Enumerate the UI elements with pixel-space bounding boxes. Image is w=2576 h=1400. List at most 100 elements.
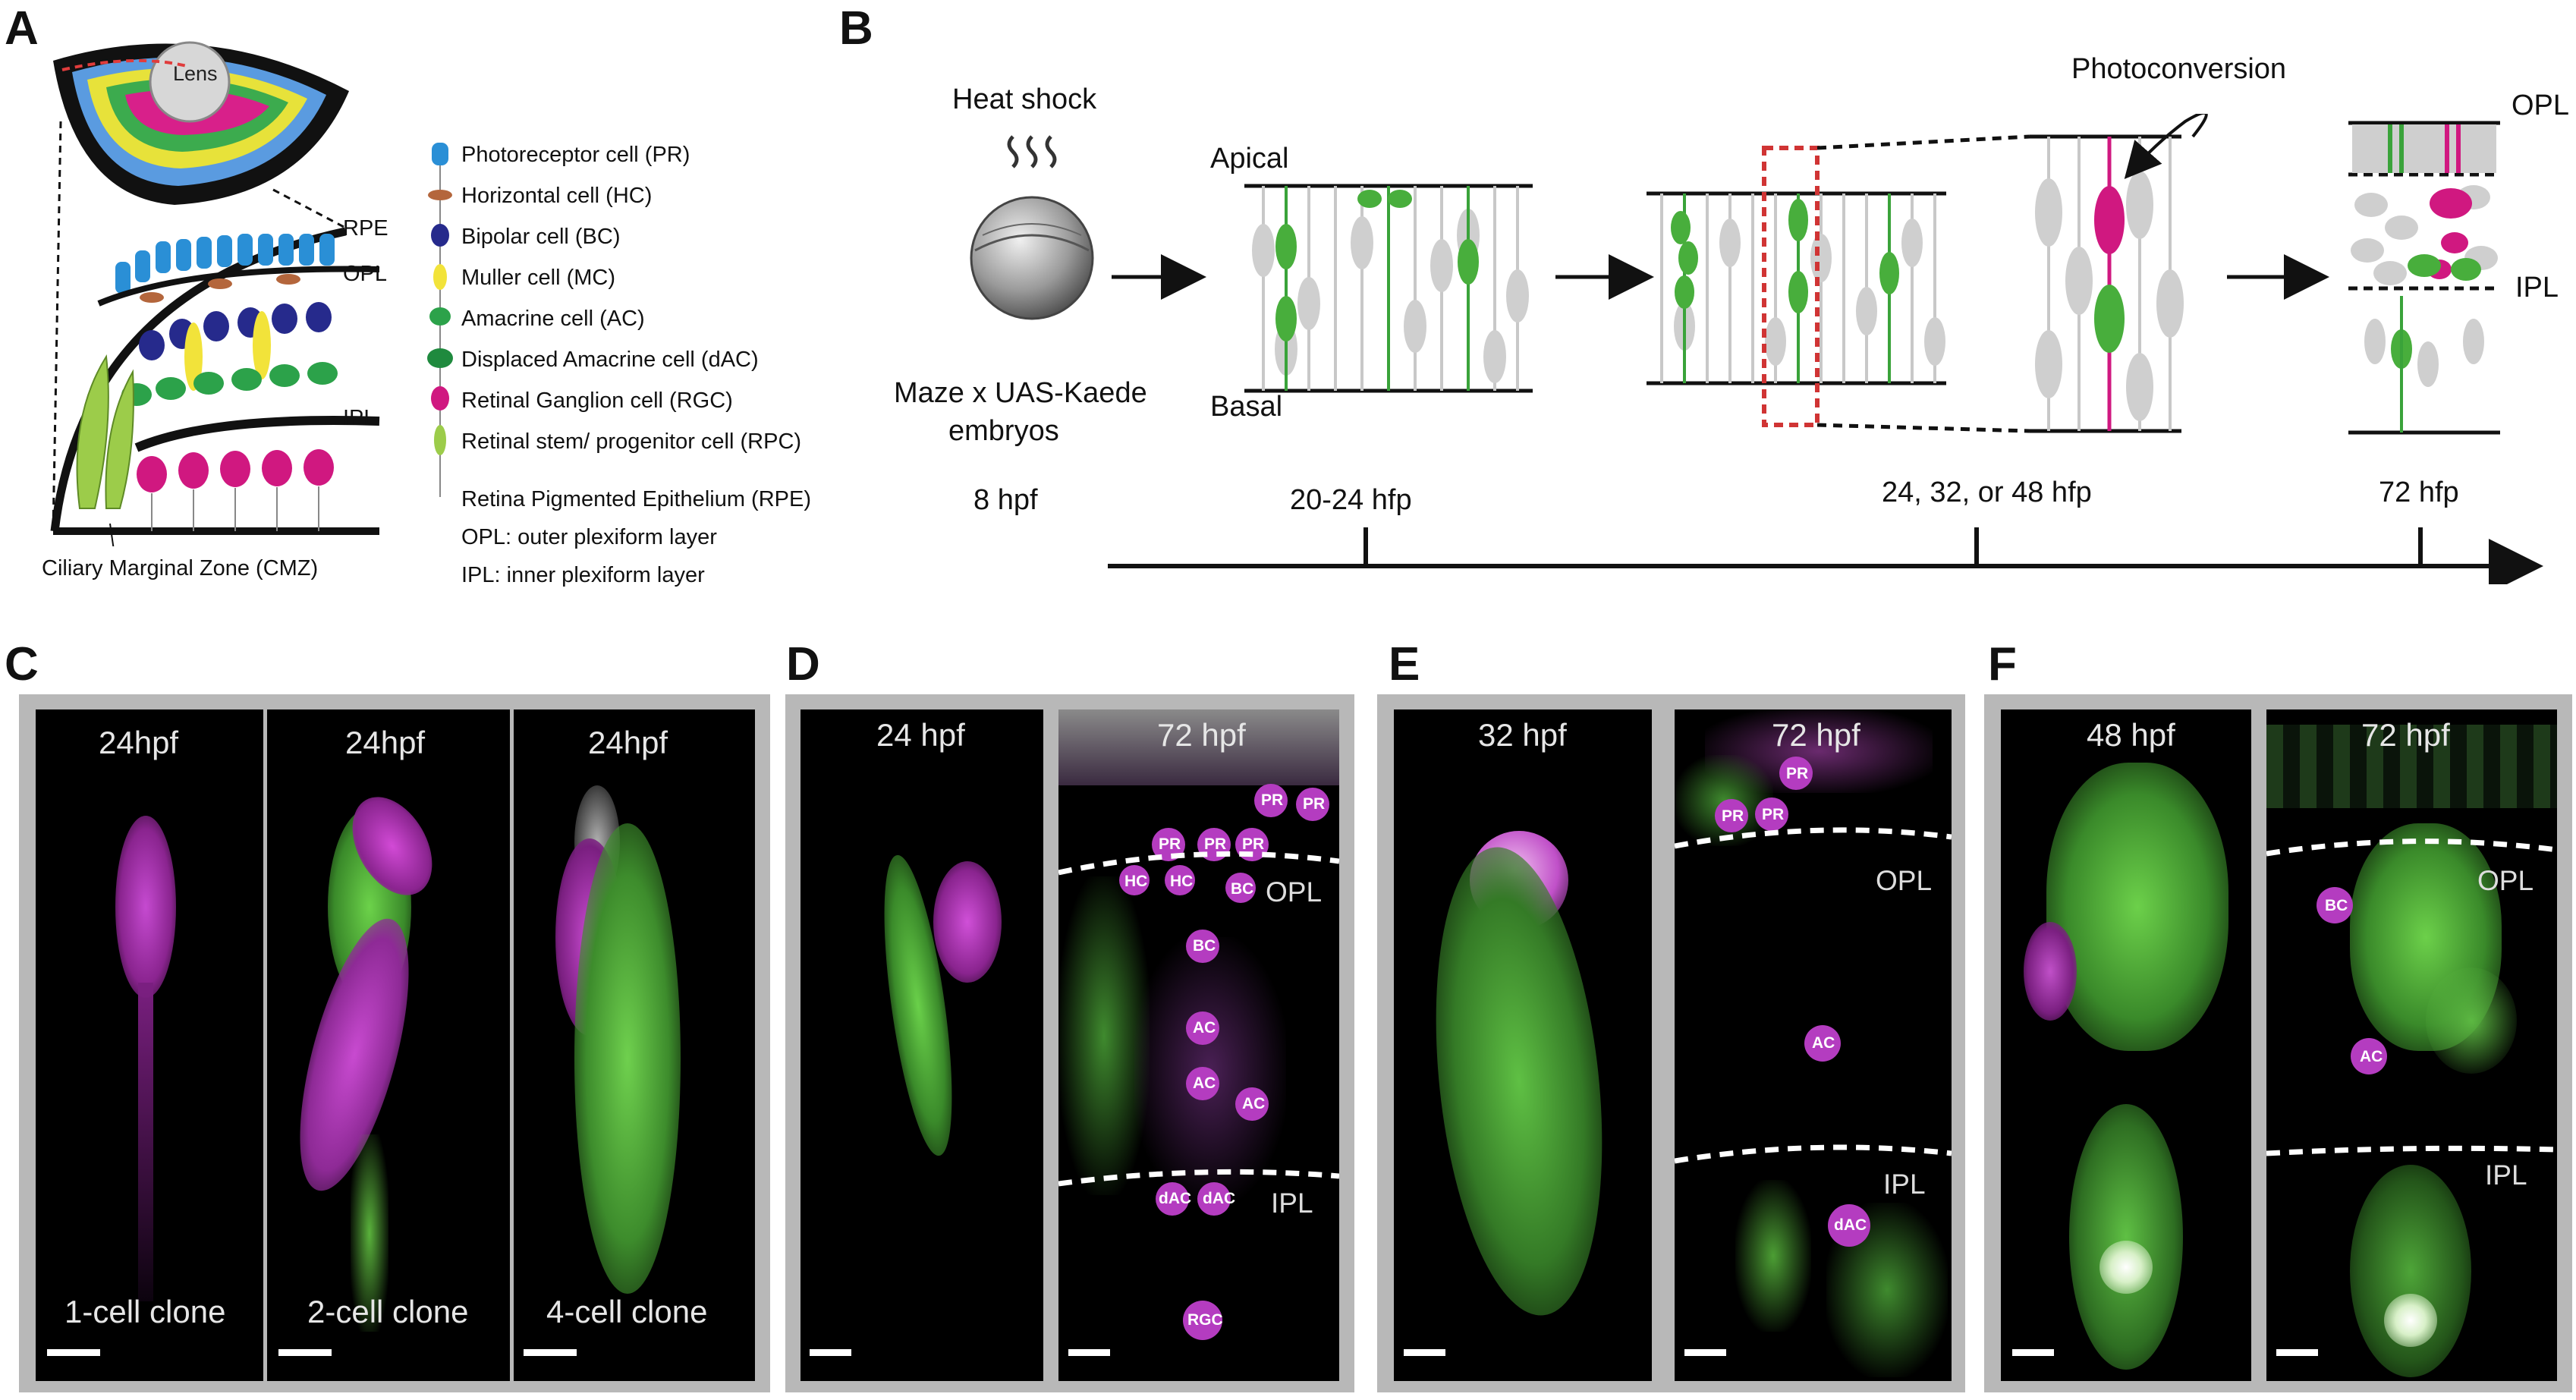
panel-d-cell-hc-1: HC xyxy=(1124,873,1148,890)
legend-item-mc: Muller cell (MC) xyxy=(461,266,615,290)
panel-c-clone-1: 1-cell clone xyxy=(64,1294,226,1329)
panel-f-ipl: IPL xyxy=(2485,1159,2527,1191)
panel-f-cell-bc: BC xyxy=(2325,897,2348,914)
panel-d-time-2: 72 hpf xyxy=(1157,717,1246,753)
embryo-illustration xyxy=(970,135,1094,320)
timeline-20-24: 20-24 hfp xyxy=(1290,484,1412,516)
panel-e-image-2 xyxy=(1675,709,1952,1381)
panel-d-time-1: 24 hpf xyxy=(876,717,965,753)
panel-f-time-1: 48 hpf xyxy=(2087,717,2175,753)
legend-item-dac: Displaced Amacrine cell (dAC) xyxy=(461,348,759,372)
rpe-label: RPE xyxy=(343,216,388,241)
panel-c-scalebar-1 xyxy=(47,1349,100,1356)
panel-e-image-1 xyxy=(1394,709,1652,1381)
retina-schematic xyxy=(50,41,380,546)
panel-f-opl: OPL xyxy=(2477,865,2534,896)
panel-d-cell-pr-3: PR xyxy=(1242,835,1265,853)
note-ipl: IPL: inner plexiform layer xyxy=(461,563,705,587)
panel-d-cell-rgc: RGC xyxy=(1187,1311,1223,1329)
panel-e-cell-ac: AC xyxy=(1812,1034,1835,1052)
workflow-diagram xyxy=(1108,114,2543,584)
panel-d-cell-pr-2: PR xyxy=(1204,835,1227,853)
legend-item-pr: Photoreceptor cell (PR) xyxy=(461,143,690,167)
panel-c-scalebar-2 xyxy=(278,1349,332,1356)
stage-20-24-box xyxy=(1244,184,1533,393)
heat-shock-label: Heat shock xyxy=(952,83,1097,115)
timeline-24-48: 24, 32, or 48 hfp xyxy=(1882,477,2092,508)
panel-e-time-2: 72 hpf xyxy=(1772,717,1860,753)
apical-label: Apical xyxy=(1210,143,1289,175)
panel-c-time-2: 24hpf xyxy=(345,725,426,760)
panel-f-image-2 xyxy=(2266,709,2557,1381)
panel-e-cell-pr-1: PR xyxy=(1722,807,1744,825)
panel-letter-e: E xyxy=(1389,638,1420,691)
photoconversion-box xyxy=(2030,114,2208,433)
panel-letter-d: D xyxy=(786,638,820,691)
stage-72-box xyxy=(2348,121,2500,435)
panel-d-cell-pr-4: PR xyxy=(1261,791,1284,809)
panel-letter-c: C xyxy=(5,638,39,691)
panel-e-cell-pr-3: PR xyxy=(1786,765,1809,782)
legend-swatch-pr xyxy=(432,143,448,165)
panel-e-ipl: IPL xyxy=(1883,1169,1926,1200)
legend-swatch-hc xyxy=(428,190,452,200)
panel-f-cell-ac: AC xyxy=(2360,1048,2383,1065)
stage72-ipl-label: IPL xyxy=(2515,272,2559,304)
note-rpe: Retina Pigmented Epithelium (RPE) xyxy=(461,487,811,511)
panel-c-image-2 xyxy=(267,709,510,1381)
panel-letter-b: B xyxy=(839,2,873,55)
panel-d-cell-ac-2: AC xyxy=(1193,1074,1216,1092)
panel-d-scalebar-1 xyxy=(810,1349,851,1356)
panel-e-opl: OPL xyxy=(1876,865,1933,896)
panel-d-opl: OPL xyxy=(1266,876,1323,908)
panel-c-time-1: 24hpf xyxy=(99,725,179,760)
panel-d-cell-bc-1: BC xyxy=(1231,880,1254,898)
panel-d-image-2 xyxy=(1058,709,1339,1381)
panel-f-scalebar-2 xyxy=(2276,1349,2318,1356)
panel-f-image-1 xyxy=(2001,709,2251,1381)
panel-c-scalebar-3 xyxy=(524,1349,577,1356)
panel-e-cell-pr-2: PR xyxy=(1762,806,1785,823)
ipl-label: IPL xyxy=(343,406,376,430)
panel-d-cell-bc-2: BC xyxy=(1193,937,1216,955)
panel-e-time-1: 32 hpf xyxy=(1478,717,1567,753)
panel-d-cell-hc-2: HC xyxy=(1170,873,1194,890)
timeline-72hfp: 72 hfp xyxy=(2379,477,2459,508)
lens-label: Lens xyxy=(173,62,218,85)
legend-swatch-bc xyxy=(431,224,449,247)
legend-swatch-rpc xyxy=(434,425,446,455)
panel-f-scalebar-1 xyxy=(2012,1349,2054,1356)
panel-d-cell-pr-1: PR xyxy=(1159,835,1181,853)
panel-e-cell-dac: dAC xyxy=(1834,1216,1867,1234)
legend-cell-column xyxy=(427,143,453,497)
panel-f-time-2: 72 hpf xyxy=(2361,717,2450,753)
basal-label: Basal xyxy=(1210,391,1283,423)
panel-c-image-1 xyxy=(36,709,263,1381)
panel-e-scalebar-2 xyxy=(1684,1349,1726,1356)
legend-swatch-dac xyxy=(427,348,453,368)
embryo-label-line2: embryos xyxy=(948,415,1059,447)
panel-letter-f: F xyxy=(1988,638,2017,691)
panel-d-cell-ac-1: AC xyxy=(1193,1019,1216,1037)
panel-c-clone-3: 4-cell clone xyxy=(546,1294,708,1329)
panel-c-time-3: 24hpf xyxy=(588,725,668,760)
panel-c-clone-2: 2-cell clone xyxy=(307,1294,469,1329)
legend-item-rpc: Retinal stem/ progenitor cell (RPC) xyxy=(461,429,802,454)
panel-c-image-3 xyxy=(514,709,755,1381)
stage72-opl-label: OPL xyxy=(2512,90,2570,121)
panel-d-ipl: IPL xyxy=(1271,1188,1313,1219)
panel-d-cell-pr-5: PR xyxy=(1303,795,1326,813)
panel-d-scalebar-2 xyxy=(1068,1349,1110,1356)
legend-item-hc: Horizontal cell (HC) xyxy=(461,184,653,208)
legend-item-bc: Bipolar cell (BC) xyxy=(461,225,621,249)
legend-item-ac: Amacrine cell (AC) xyxy=(461,307,645,331)
legend-swatch-mc xyxy=(433,264,447,290)
photoconversion-label: Photoconversion xyxy=(2071,53,2287,85)
opl-label: OPL xyxy=(343,262,388,286)
panel-d-image-1 xyxy=(800,709,1043,1381)
note-opl: OPL: outer plexiform layer xyxy=(461,525,717,549)
stage-24-48-box xyxy=(1647,134,2030,433)
legend-swatch-rgc xyxy=(431,386,449,411)
embryo-label-line1: Maze x UAS-Kaede xyxy=(894,377,1147,409)
legend-item-rgc: Retinal Ganglion cell (RGC) xyxy=(461,389,733,413)
